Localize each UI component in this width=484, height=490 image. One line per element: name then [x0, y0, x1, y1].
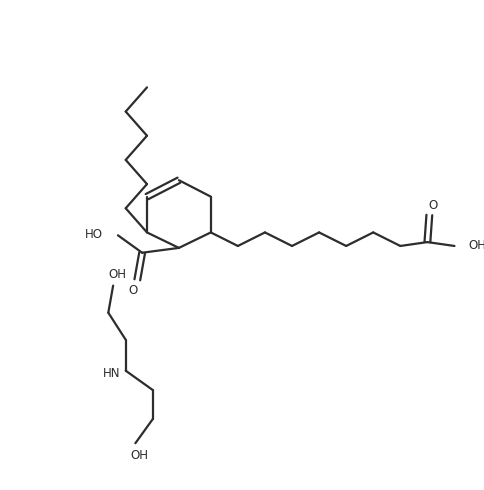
Text: OH: OH — [467, 240, 484, 252]
Text: OH: OH — [130, 449, 148, 462]
Text: O: O — [129, 284, 138, 297]
Text: O: O — [428, 199, 437, 212]
Text: OH: OH — [108, 269, 126, 281]
Text: HN: HN — [102, 367, 120, 380]
Text: HO: HO — [84, 228, 102, 241]
